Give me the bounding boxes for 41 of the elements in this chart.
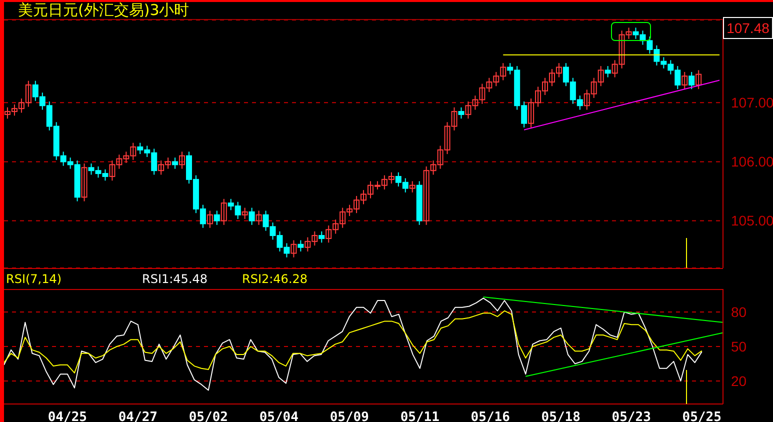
x-tick-label: 05/25 — [682, 410, 722, 422]
candlestick — [298, 240, 304, 252]
candlestick — [688, 71, 695, 90]
candlestick — [604, 66, 611, 78]
candlestick — [242, 207, 248, 220]
y-tick-label: 105.00 — [731, 212, 773, 229]
y-tick-label: 50 — [731, 338, 747, 354]
x-tick-label: 05/23 — [612, 410, 651, 422]
text: RSI1:45.48 — [142, 271, 209, 288]
y-tick-label: 106.00 — [731, 154, 773, 170]
candlestick — [81, 162, 88, 202]
candlestick — [206, 210, 213, 228]
line-series — [4, 298, 702, 391]
y-tick-label: 80 — [731, 304, 747, 320]
chart-title: 美元日元(外汇交易)3小时 — [18, 1, 190, 19]
candlestick — [409, 180, 416, 193]
y-tick-label: 107.00 — [731, 94, 773, 111]
candlestick — [318, 230, 325, 244]
x-tick-label: 05/02 — [188, 410, 228, 422]
candlestick — [696, 70, 702, 90]
candlestick — [458, 106, 464, 120]
y-tick-label: 20 — [731, 372, 747, 389]
candlestick — [172, 157, 178, 170]
candlestick — [256, 210, 262, 226]
text: 107.48 — [723, 17, 773, 39]
candlestick — [179, 151, 186, 170]
x-tick-label: 05/16 — [470, 410, 510, 422]
candlestick — [220, 198, 227, 226]
candlestick — [248, 207, 255, 226]
x-tick-label: 05/04 — [259, 410, 299, 422]
x-tick-label: 04/27 — [118, 410, 158, 422]
legend-title: RSI(7,14) — [6, 271, 63, 288]
x-tick-label: 05/09 — [330, 410, 369, 422]
x-tick-label: 05/11 — [400, 410, 440, 422]
candlestick — [682, 71, 688, 90]
candlestick — [214, 210, 220, 226]
line-series — [4, 310, 702, 374]
x-tick-label: 04/25 — [48, 410, 88, 422]
x-tick-label: 05/18 — [541, 410, 581, 422]
candlestick — [290, 240, 297, 258]
text: RSI2:46.28 — [242, 271, 309, 288]
